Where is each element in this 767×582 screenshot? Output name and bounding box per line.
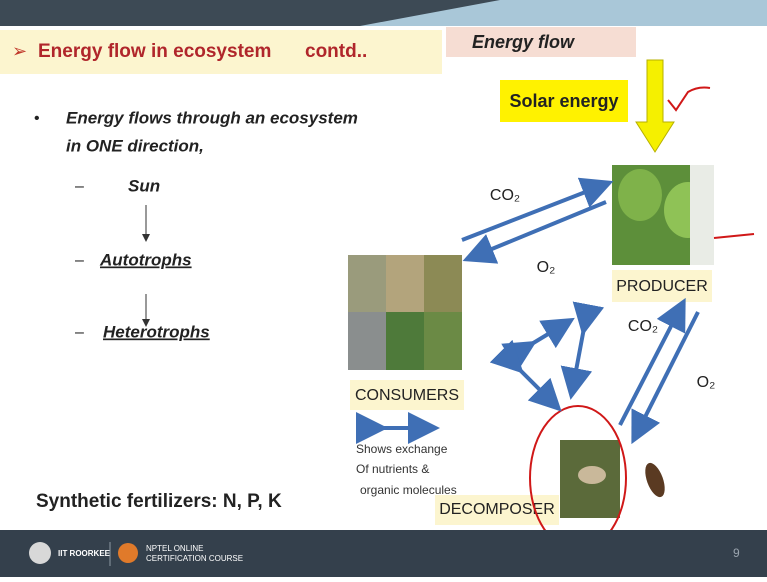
slide: ➢ Energy flow in ecosystem contd.. Energ… <box>0 0 767 577</box>
page-number: 9 <box>733 546 740 560</box>
slide-title: Energy flow in ecosystem <box>38 41 271 62</box>
note-line: Of nutrients & <box>356 462 429 476</box>
logo <box>29 542 51 564</box>
footer-bar <box>0 530 767 577</box>
page: ➢ Energy flow in ecosystem contd.. Energ… <box>0 0 767 577</box>
bullet-line: in ONE direction, <box>66 136 204 155</box>
chain-item: Heterotrophs <box>103 322 210 341</box>
logo <box>118 543 138 563</box>
chain-item: Autotrophs <box>99 250 192 269</box>
co2-label: CO₂ <box>490 187 520 204</box>
course-line: CERTIFICATION COURSE <box>146 554 243 563</box>
photo <box>348 255 386 312</box>
leaf <box>618 169 662 221</box>
producer-label: PRODUCER <box>616 278 708 295</box>
arrow <box>518 368 556 406</box>
bullet-line: Energy flows through an ecosystem <box>66 108 358 127</box>
o2-label: O₂ <box>697 374 716 391</box>
photo <box>424 312 462 370</box>
bullet-dot: • <box>34 110 40 127</box>
photo <box>386 255 424 312</box>
tag: Energy flow <box>472 32 575 52</box>
check-annotation <box>668 88 710 111</box>
photo <box>348 312 386 370</box>
institute: IIT ROORKEE <box>58 549 111 558</box>
photo <box>386 312 424 370</box>
consumers-image <box>348 255 462 370</box>
photo <box>424 255 462 312</box>
dash: – <box>75 178 84 195</box>
dash: – <box>75 252 84 269</box>
arrow <box>530 322 568 345</box>
consumers-label: CONSUMERS <box>355 387 459 404</box>
beetle <box>641 460 668 499</box>
note-line: Shows exchange <box>356 442 448 456</box>
producer-wall <box>690 165 714 265</box>
fertilizers: Synthetic fertilizers: N, P, K <box>36 491 282 512</box>
mushroom <box>578 466 606 484</box>
dash: – <box>75 324 84 341</box>
title-marker: ➢ <box>12 41 27 61</box>
co2-label: CO₂ <box>628 318 658 335</box>
title-suffix: contd.. <box>305 41 367 62</box>
chain-item: Sun <box>128 176 160 195</box>
o2-label: O₂ <box>537 259 556 276</box>
solar-arrow <box>636 60 674 152</box>
mark-annotation <box>714 234 754 238</box>
course-line: NPTEL ONLINE <box>146 544 204 553</box>
solar-label: Solar energy <box>509 91 618 111</box>
arrow <box>572 328 584 392</box>
